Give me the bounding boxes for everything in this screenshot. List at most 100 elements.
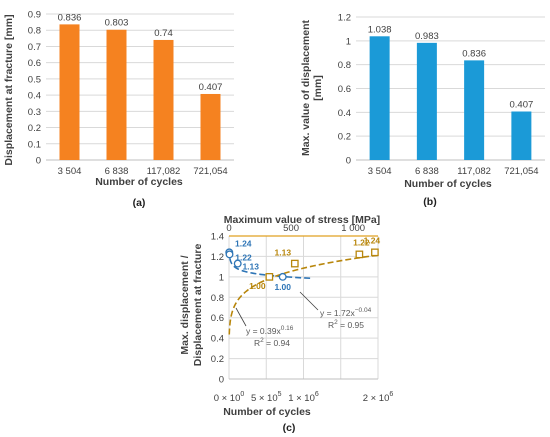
- chart-c-y-tick-label: 0.4: [211, 334, 224, 345]
- chart-c-tick-mantissa: 0: [214, 393, 219, 404]
- chart-c-r-squared: R2 = 0.95: [328, 319, 364, 330]
- chart-c-tick-times: × 10: [293, 393, 314, 404]
- chart-b-y-tick-label: 0: [346, 156, 351, 167]
- chart-b-data-label: 0.983: [415, 31, 439, 42]
- chart-a-bar: [200, 93, 221, 160]
- chart-c-top-x-axis-title: Maximum value of stress [MPa]: [224, 214, 380, 226]
- chart-b-y-tick-label: 1.2: [338, 13, 351, 24]
- chart-c-r-squared-symbol: R: [328, 320, 334, 330]
- chart-c-y-tick-label: 1: [219, 272, 224, 283]
- chart-c-y-tick-label: 0.8: [211, 293, 224, 304]
- chart-c-r-squared: R2 = 0.94: [254, 337, 290, 348]
- chart-b-panel-label: (b): [423, 196, 436, 208]
- chart-b-x-axis-title: Number of cycles: [404, 178, 492, 190]
- chart-c-trend-equation: y = 1.72x−0.04: [320, 307, 372, 318]
- chart-b-bar: [464, 60, 485, 161]
- chart-b-y-tick-label: 0.2: [338, 132, 351, 143]
- chart-c-point-stress: [290, 259, 299, 268]
- chart-b-bars: [369, 36, 532, 161]
- chart-c-tick-mantissa: 2: [363, 393, 368, 404]
- chart-a-y-tick-label: 0.9: [28, 10, 41, 21]
- chart-a-data-label: 0.74: [154, 28, 173, 39]
- chart-c-y-tick-label: 0.6: [211, 313, 224, 324]
- chart-c-r-squared-value: = 0.94: [264, 338, 291, 348]
- chart-a-data-labels: 0.836 0.803 0.74 0.407: [58, 12, 223, 93]
- chart-c-point-cycles: [278, 272, 287, 281]
- chart-c-top-x-ticks: 0 500 1 000: [226, 223, 365, 234]
- chart-c-point-cycles: [225, 250, 234, 259]
- chart-b-data-label: 0.407: [509, 99, 533, 110]
- chart-c-bottom-x-axis-title: Number of cycles: [223, 406, 311, 418]
- chart-c-point-label: 1.24: [235, 238, 252, 248]
- chart-a-y-tick-label: 0: [36, 156, 41, 167]
- chart-a-y-axis-title: Displacement at fracture [mm]: [3, 14, 15, 165]
- chart-a-x-tick-label: 3 504: [58, 166, 82, 177]
- chart-a-y-tick-label: 0.2: [28, 123, 41, 134]
- chart-c-equation-base: y = 0.39x: [246, 326, 281, 336]
- chart-b-y-ticks: 0 0.2 0.4 0.6 0.8 1 1.2: [338, 13, 351, 167]
- chart-c-y-axis-title-line2: Displacement at fracture: [192, 244, 204, 367]
- chart-c-tick-times: × 10: [219, 393, 240, 404]
- chart-b-data-label: 1.038: [368, 24, 392, 35]
- chart-b-data-label: 0.836: [462, 48, 486, 59]
- chart-c-tick-mantissa: 5: [251, 393, 256, 404]
- chart-b-x-tick-label: 721,054: [504, 166, 538, 177]
- chart-a-y-tick-label: 0.3: [28, 107, 41, 118]
- chart-c-y-tick-label: 1.2: [211, 252, 224, 263]
- chart-c-equation-exponent: −0.04: [355, 307, 372, 314]
- chart-b-bar: [416, 42, 437, 161]
- chart-b-y-axis-title: Max. value of displacement[mm]: [300, 20, 324, 156]
- chart-a-x-tick-label: 721,054: [193, 166, 227, 177]
- chart-a-y-tick-label: 0.1: [28, 139, 41, 150]
- chart-b-x-tick-label: 117,082: [457, 166, 491, 177]
- chart-c-tick-exponent: 6: [389, 391, 393, 398]
- chart-b-y-axis-title-line2: [mm]: [312, 75, 324, 101]
- chart-a-y-tick-label: 0.7: [28, 42, 41, 53]
- chart-c-top-x-tick-label: 0: [226, 223, 231, 234]
- chart-c-bottom-x-ticks: 0 × 100 5 × 105 1 × 106 2 × 106: [214, 391, 394, 404]
- chart-b-y-tick-label: 0.8: [338, 60, 351, 71]
- chart-c-top-x-tick-label: 1 000: [341, 223, 365, 234]
- chart-c-point-stress: [355, 250, 364, 259]
- chart-c-point-label: 1.22: [353, 237, 370, 247]
- chart-c-r-squared-symbol: R: [254, 338, 260, 348]
- chart-a-bar: [59, 24, 80, 161]
- chart-b-y-tick-label: 0.6: [338, 84, 351, 95]
- chart-c-point-label: 1.13: [242, 262, 259, 272]
- chart-c-tick-times: × 10: [256, 393, 277, 404]
- chart-c-y-tick-label: 0.2: [211, 354, 224, 365]
- chart-c-tick-mantissa: 1: [288, 393, 293, 404]
- chart-c-equation-base: y = 1.72x: [320, 308, 355, 318]
- chart-a-bars: [59, 24, 221, 161]
- chart-c-tick-exponent: 6: [315, 391, 319, 398]
- chart-c-bottom-x-tick-label: 1 × 106: [288, 391, 319, 404]
- chart-a: 0 0.1 0.2 0.3 0.4 0.5 0.6 0.7 0.8 0.9 3 504 6 838 1…: [3, 10, 234, 209]
- chart-a-data-label: 0.407: [199, 82, 223, 93]
- chart-c-y-ticks: 0 0.2 0.4 0.6 0.8 1 1.2 1.4: [211, 232, 224, 386]
- chart-b-bar: [369, 36, 390, 160]
- chart-b-data-labels: 1.038 0.983 0.836 0.407: [368, 24, 534, 110]
- chart-c-point-stress: [371, 248, 379, 257]
- chart-a-y-ticks: 0 0.1 0.2 0.3 0.4 0.5 0.6 0.7 0.8 0.9: [28, 10, 41, 167]
- chart-c-equation-pointer: [235, 307, 247, 327]
- chart-c-point-labels: 1.241.221.131.001.001.131.221.24: [235, 235, 380, 292]
- chart-b-x-ticks: 3 504 6 838 117,082 721,054: [368, 166, 539, 177]
- chart-a-bar: [106, 29, 127, 161]
- chart-b-y-tick-label: 1: [346, 36, 351, 47]
- chart-c-point-label: 1.22: [235, 252, 252, 262]
- chart-c-point-label: 1.00: [249, 281, 266, 291]
- chart-c-point-cycles: [233, 259, 242, 268]
- chart-c-top-x-tick-label: 500: [283, 223, 299, 234]
- chart-c-point-label: 1.24: [364, 235, 381, 245]
- chart-a-y-tick-label: 0.4: [28, 91, 41, 102]
- chart-b: 0 0.2 0.4 0.6 0.8 1 1.2 3 504 6 838 117,082 721,0…: [300, 13, 545, 208]
- chart-c-y-axis-title: Max. displacement /Displacement at fract…: [179, 244, 204, 367]
- chart-a-data-label: 0.836: [58, 12, 82, 23]
- chart-c-equation-pointer: [299, 291, 319, 311]
- chart-c-tick-times: × 10: [368, 393, 389, 404]
- chart-a-y-tick-label: 0.6: [28, 58, 41, 69]
- chart-c-point-stress: [265, 273, 274, 281]
- chart-a-x-ticks: 3 504 6 838 117,082 721,054: [58, 166, 228, 177]
- chart-c-equation-exponent: 0.16: [281, 325, 294, 332]
